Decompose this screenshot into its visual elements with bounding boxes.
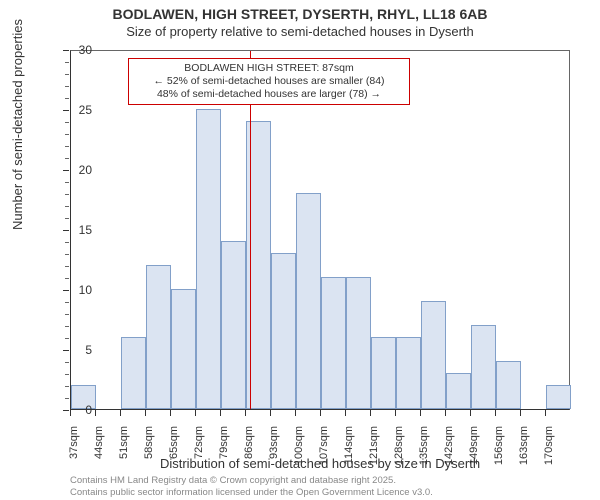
x-tick: [70, 410, 71, 416]
x-tick: [470, 410, 471, 416]
x-tick: [345, 410, 346, 416]
y-minor-tick: [65, 146, 69, 147]
histogram-bar: [296, 193, 321, 409]
x-tick: [445, 410, 446, 416]
y-minor-tick: [65, 134, 69, 135]
y-minor-tick: [65, 278, 69, 279]
histogram-bar: [171, 289, 196, 409]
y-minor-tick: [65, 314, 69, 315]
x-tick-label: 79sqm: [218, 426, 230, 486]
histogram-bar: [121, 337, 146, 409]
x-tick: [195, 410, 196, 416]
histogram-bar: [496, 361, 521, 409]
x-tick-label: 114sqm: [343, 426, 355, 486]
x-tick: [370, 410, 371, 416]
y-minor-tick: [65, 182, 69, 183]
x-tick-label: 135sqm: [418, 426, 430, 486]
y-tick-label: 25: [52, 103, 92, 117]
y-minor-tick: [65, 218, 69, 219]
y-minor-tick: [65, 86, 69, 87]
x-tick: [220, 410, 221, 416]
y-minor-tick: [65, 302, 69, 303]
x-tick-label: 65sqm: [168, 426, 180, 486]
y-minor-tick: [65, 326, 69, 327]
y-axis-label: Number of semi-detached properties: [10, 19, 25, 230]
chart-subtitle: Size of property relative to semi-detach…: [0, 24, 600, 39]
x-tick-label: 163sqm: [518, 426, 530, 486]
y-minor-tick: [65, 206, 69, 207]
x-tick-label: 142sqm: [443, 426, 455, 486]
x-tick-label: 128sqm: [393, 426, 405, 486]
x-tick-label: 121sqm: [368, 426, 380, 486]
y-minor-tick: [65, 194, 69, 195]
annotation-line: ← 52% of semi-detached houses are smalle…: [135, 75, 403, 88]
x-tick-label: 93sqm: [268, 426, 280, 486]
y-tick-label: 15: [52, 223, 92, 237]
x-tick-label: 156sqm: [493, 426, 505, 486]
histogram-bar: [396, 337, 421, 409]
y-tick-label: 0: [52, 403, 92, 417]
x-tick-label: 100sqm: [293, 426, 305, 486]
y-minor-tick: [65, 362, 69, 363]
x-tick: [145, 410, 146, 416]
x-tick-label: 44sqm: [93, 426, 105, 486]
histogram-bar: [346, 277, 371, 409]
histogram-bar: [421, 301, 446, 409]
histogram-bar: [546, 385, 571, 409]
y-minor-tick: [65, 398, 69, 399]
x-tick: [495, 410, 496, 416]
copyright-line-2: Contains public sector information licen…: [70, 487, 433, 498]
x-tick: [295, 410, 296, 416]
x-tick-label: 58sqm: [143, 426, 155, 486]
x-tick-label: 51sqm: [118, 426, 130, 486]
chart-container: { "chart": { "type": "histogram", "title…: [0, 0, 600, 500]
x-tick-label: 149sqm: [468, 426, 480, 486]
histogram-bar: [271, 253, 296, 409]
annotation-line: 48% of semi-detached houses are larger (…: [135, 88, 403, 101]
y-tick-label: 20: [52, 163, 92, 177]
x-tick-label: 72sqm: [193, 426, 205, 486]
annotation-line: BODLAWEN HIGH STREET: 87sqm: [135, 62, 403, 75]
x-tick: [320, 410, 321, 416]
histogram-bar: [146, 265, 171, 409]
histogram-bar: [446, 373, 471, 409]
x-tick: [420, 410, 421, 416]
y-minor-tick: [65, 158, 69, 159]
annotation-box: BODLAWEN HIGH STREET: 87sqm← 52% of semi…: [128, 58, 410, 105]
y-minor-tick: [65, 338, 69, 339]
x-tick-label: 86sqm: [243, 426, 255, 486]
y-minor-tick: [65, 374, 69, 375]
y-minor-tick: [65, 242, 69, 243]
x-tick: [245, 410, 246, 416]
y-tick-label: 10: [52, 283, 92, 297]
y-minor-tick: [65, 386, 69, 387]
chart-title: BODLAWEN, HIGH STREET, DYSERTH, RHYL, LL…: [0, 6, 600, 22]
x-tick: [545, 410, 546, 416]
y-tick-label: 30: [52, 43, 92, 57]
y-minor-tick: [65, 98, 69, 99]
histogram-bar: [371, 337, 396, 409]
histogram-bar: [221, 241, 246, 409]
x-tick-label: 107sqm: [318, 426, 330, 486]
x-tick: [170, 410, 171, 416]
histogram-bar: [471, 325, 496, 409]
histogram-bar: [321, 277, 346, 409]
x-tick: [395, 410, 396, 416]
y-minor-tick: [65, 254, 69, 255]
y-minor-tick: [65, 266, 69, 267]
x-tick: [120, 410, 121, 416]
x-tick: [95, 410, 96, 416]
histogram-bar: [196, 109, 221, 409]
x-tick-label: 37sqm: [68, 426, 80, 486]
y-minor-tick: [65, 74, 69, 75]
y-minor-tick: [65, 122, 69, 123]
y-tick-label: 5: [52, 343, 92, 357]
y-minor-tick: [65, 62, 69, 63]
x-tick: [520, 410, 521, 416]
x-tick: [270, 410, 271, 416]
x-tick-label: 170sqm: [543, 426, 555, 486]
